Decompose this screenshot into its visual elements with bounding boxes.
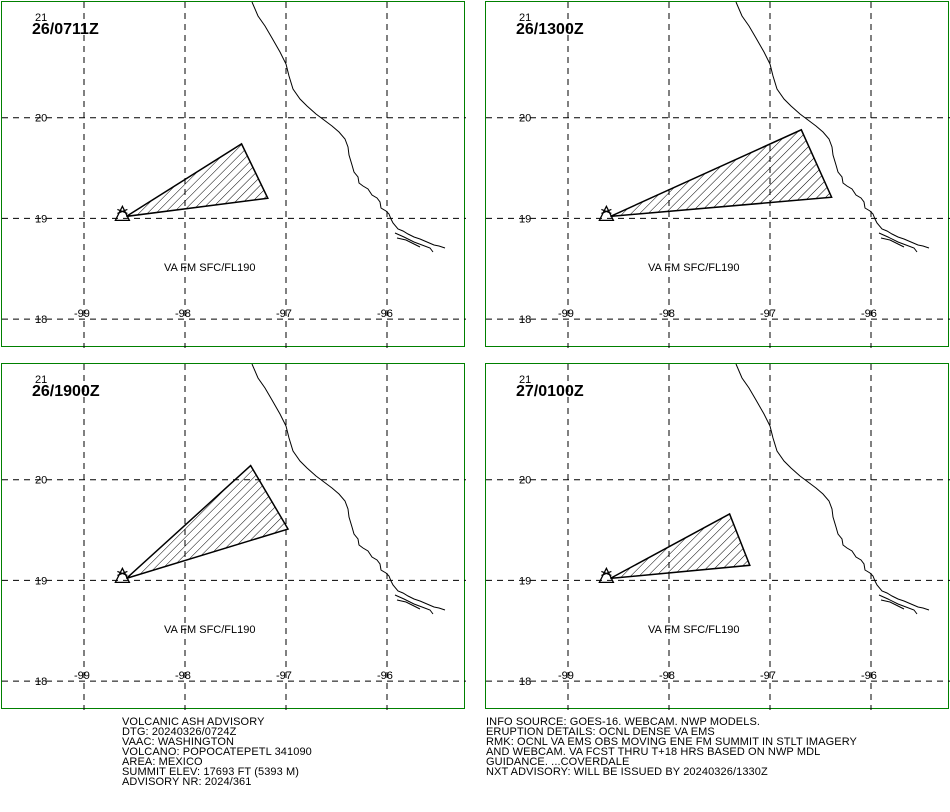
lon-tick-label: -96	[377, 308, 393, 320]
lon-tick-label: -98	[175, 670, 191, 682]
panel-time-label: 26/1300Z	[516, 21, 584, 38]
ash-level-label: VA FM SFC/FL190	[164, 262, 256, 274]
volcano-icon-mark	[601, 208, 612, 214]
lon-tick-label: -96	[861, 308, 877, 320]
forecast-panel-1300: 21 20 19 18 -99 -98 -97 -96 VA FM SFC/FL190 26/1…	[485, 1, 950, 348]
ash-level-label: VA FM SFC/FL190	[648, 262, 740, 274]
lat-tick-label: 21	[519, 374, 531, 386]
coastline-lagoon	[394, 232, 434, 253]
ash-level-label: VA FM SFC/FL190	[164, 624, 256, 636]
advisory-summit-elev: SUMMIT ELEV: 17693 FT (5393 M)	[122, 766, 300, 778]
coastline-lagoon	[394, 594, 434, 615]
advisory-remarks-3: GUIDANCE. ...COVERDALE	[486, 756, 630, 768]
advisory-volcano: VOLCANO: POPOCATEPETL 341090	[122, 746, 312, 758]
panel-time-label: 26/0711Z	[32, 21, 99, 38]
advisory-details-block: INFO SOURCE: GOES-16. WEBCAM. NWP MODELS…	[486, 716, 857, 778]
lon-tick-label: -97	[760, 308, 776, 320]
lat-tick-label: 20	[519, 475, 531, 487]
lat-tick-label: 21	[35, 374, 47, 386]
advisory-remarks-1: RMK: OCNL VA EMS OBS MOVING ENE FM SUMMI…	[486, 736, 857, 748]
map-canvas: 21 20 19 18 -99 -98 -97 -96 VA FM SFC/FL190	[2, 364, 466, 710]
advisory-dtg: DTG: 20240326/0724Z	[122, 726, 237, 738]
panel-time-label: 27/0100Z	[516, 383, 584, 400]
advisory-area: AREA: MEXICO	[122, 756, 203, 768]
advisory-eruption-details: ERUPTION DETAILS: OCNL DENSE VA EMS	[486, 726, 715, 738]
lon-tick-label: -98	[659, 308, 675, 320]
lon-tick-label: -99	[558, 308, 574, 320]
lat-tick-label: 19	[519, 213, 531, 225]
lat-tick-label: 18	[35, 676, 47, 688]
lon-tick-label: -98	[175, 308, 191, 320]
coastline	[251, 2, 446, 249]
forecast-panel-1900: 21 20 19 18 -99 -98 -97 -96 VA FM SFC/FL190 26/1…	[1, 363, 466, 710]
advisory-info-source: INFO SOURCE: GOES-16. WEBCAM. NWP MODELS…	[486, 716, 761, 728]
advisory-number: ADVISORY NR: 2024/361	[122, 776, 252, 788]
ash-level-label: VA FM SFC/FL190	[648, 624, 740, 636]
lat-tick-label: 18	[519, 314, 531, 326]
lon-tick-label: -99	[74, 670, 90, 682]
forecast-panel-0711: 21 20 19 18 -99 -98 -97 -96 VA FM SFC/FL190 26/0…	[1, 1, 466, 348]
lon-tick-label: -97	[760, 670, 776, 682]
lat-tick-label: 20	[519, 113, 531, 125]
advisory-remarks-2: AND WEBCAM. VA FCST THRU T+18 HRS BASED …	[486, 746, 821, 758]
lon-tick-label: -96	[861, 670, 877, 682]
lat-tick-label: 19	[519, 575, 531, 587]
volcano-icon-mark	[117, 208, 128, 214]
lat-tick-label: 18	[519, 676, 531, 688]
ash-cloud-polygon	[126, 142, 269, 218]
lon-tick-label: -99	[74, 308, 90, 320]
lon-tick-label: -97	[276, 308, 292, 320]
lat-tick-label: 20	[35, 113, 47, 125]
lat-tick-label: 18	[35, 314, 47, 326]
lat-tick-label: 21	[35, 12, 47, 24]
lon-tick-label: -97	[276, 670, 292, 682]
forecast-panel-0100: 21 20 19 18 -99 -98 -97 -96 VA FM SFC/FL190 27/0…	[485, 363, 950, 710]
advisory-title: VOLCANIC ASH ADVISORY	[122, 716, 265, 728]
map-canvas: 21 20 19 18 -99 -98 -97 -96 VA FM SFC/FL190	[486, 2, 950, 348]
advisory-header-block: VOLCANIC ASH ADVISORY DTG: 20240326/0724…	[122, 716, 312, 788]
map-canvas: 21 20 19 18 -99 -98 -97 -96 VA FM SFC/FL190	[2, 2, 466, 348]
lat-tick-label: 19	[35, 575, 47, 587]
lat-tick-label: 21	[519, 12, 531, 24]
ash-cloud-polygon	[610, 128, 833, 218]
coastline-lagoon	[878, 232, 918, 253]
coastline-lagoon	[878, 594, 918, 615]
lat-tick-label: 20	[35, 475, 47, 487]
volcano-icon-mark	[601, 570, 612, 576]
coastline	[735, 364, 930, 611]
volcano-icon-mark	[117, 570, 128, 576]
map-canvas: 21 20 19 18 -99 -98 -97 -96 VA FM SFC/FL190	[486, 364, 950, 710]
advisory-next: NXT ADVISORY: WILL BE ISSUED BY 20240326…	[486, 766, 768, 778]
lat-tick-label: 19	[35, 213, 47, 225]
lon-tick-label: -99	[558, 670, 574, 682]
coastline	[735, 2, 930, 249]
panel-time-label: 26/1900Z	[32, 383, 100, 400]
ash-cloud-polygon	[610, 512, 751, 580]
lon-tick-label: -96	[377, 670, 393, 682]
coastline	[251, 364, 446, 611]
lon-tick-label: -98	[659, 670, 675, 682]
ash-cloud-polygon	[125, 464, 290, 580]
advisory-vaac: VAAC: WASHINGTON	[122, 736, 235, 748]
